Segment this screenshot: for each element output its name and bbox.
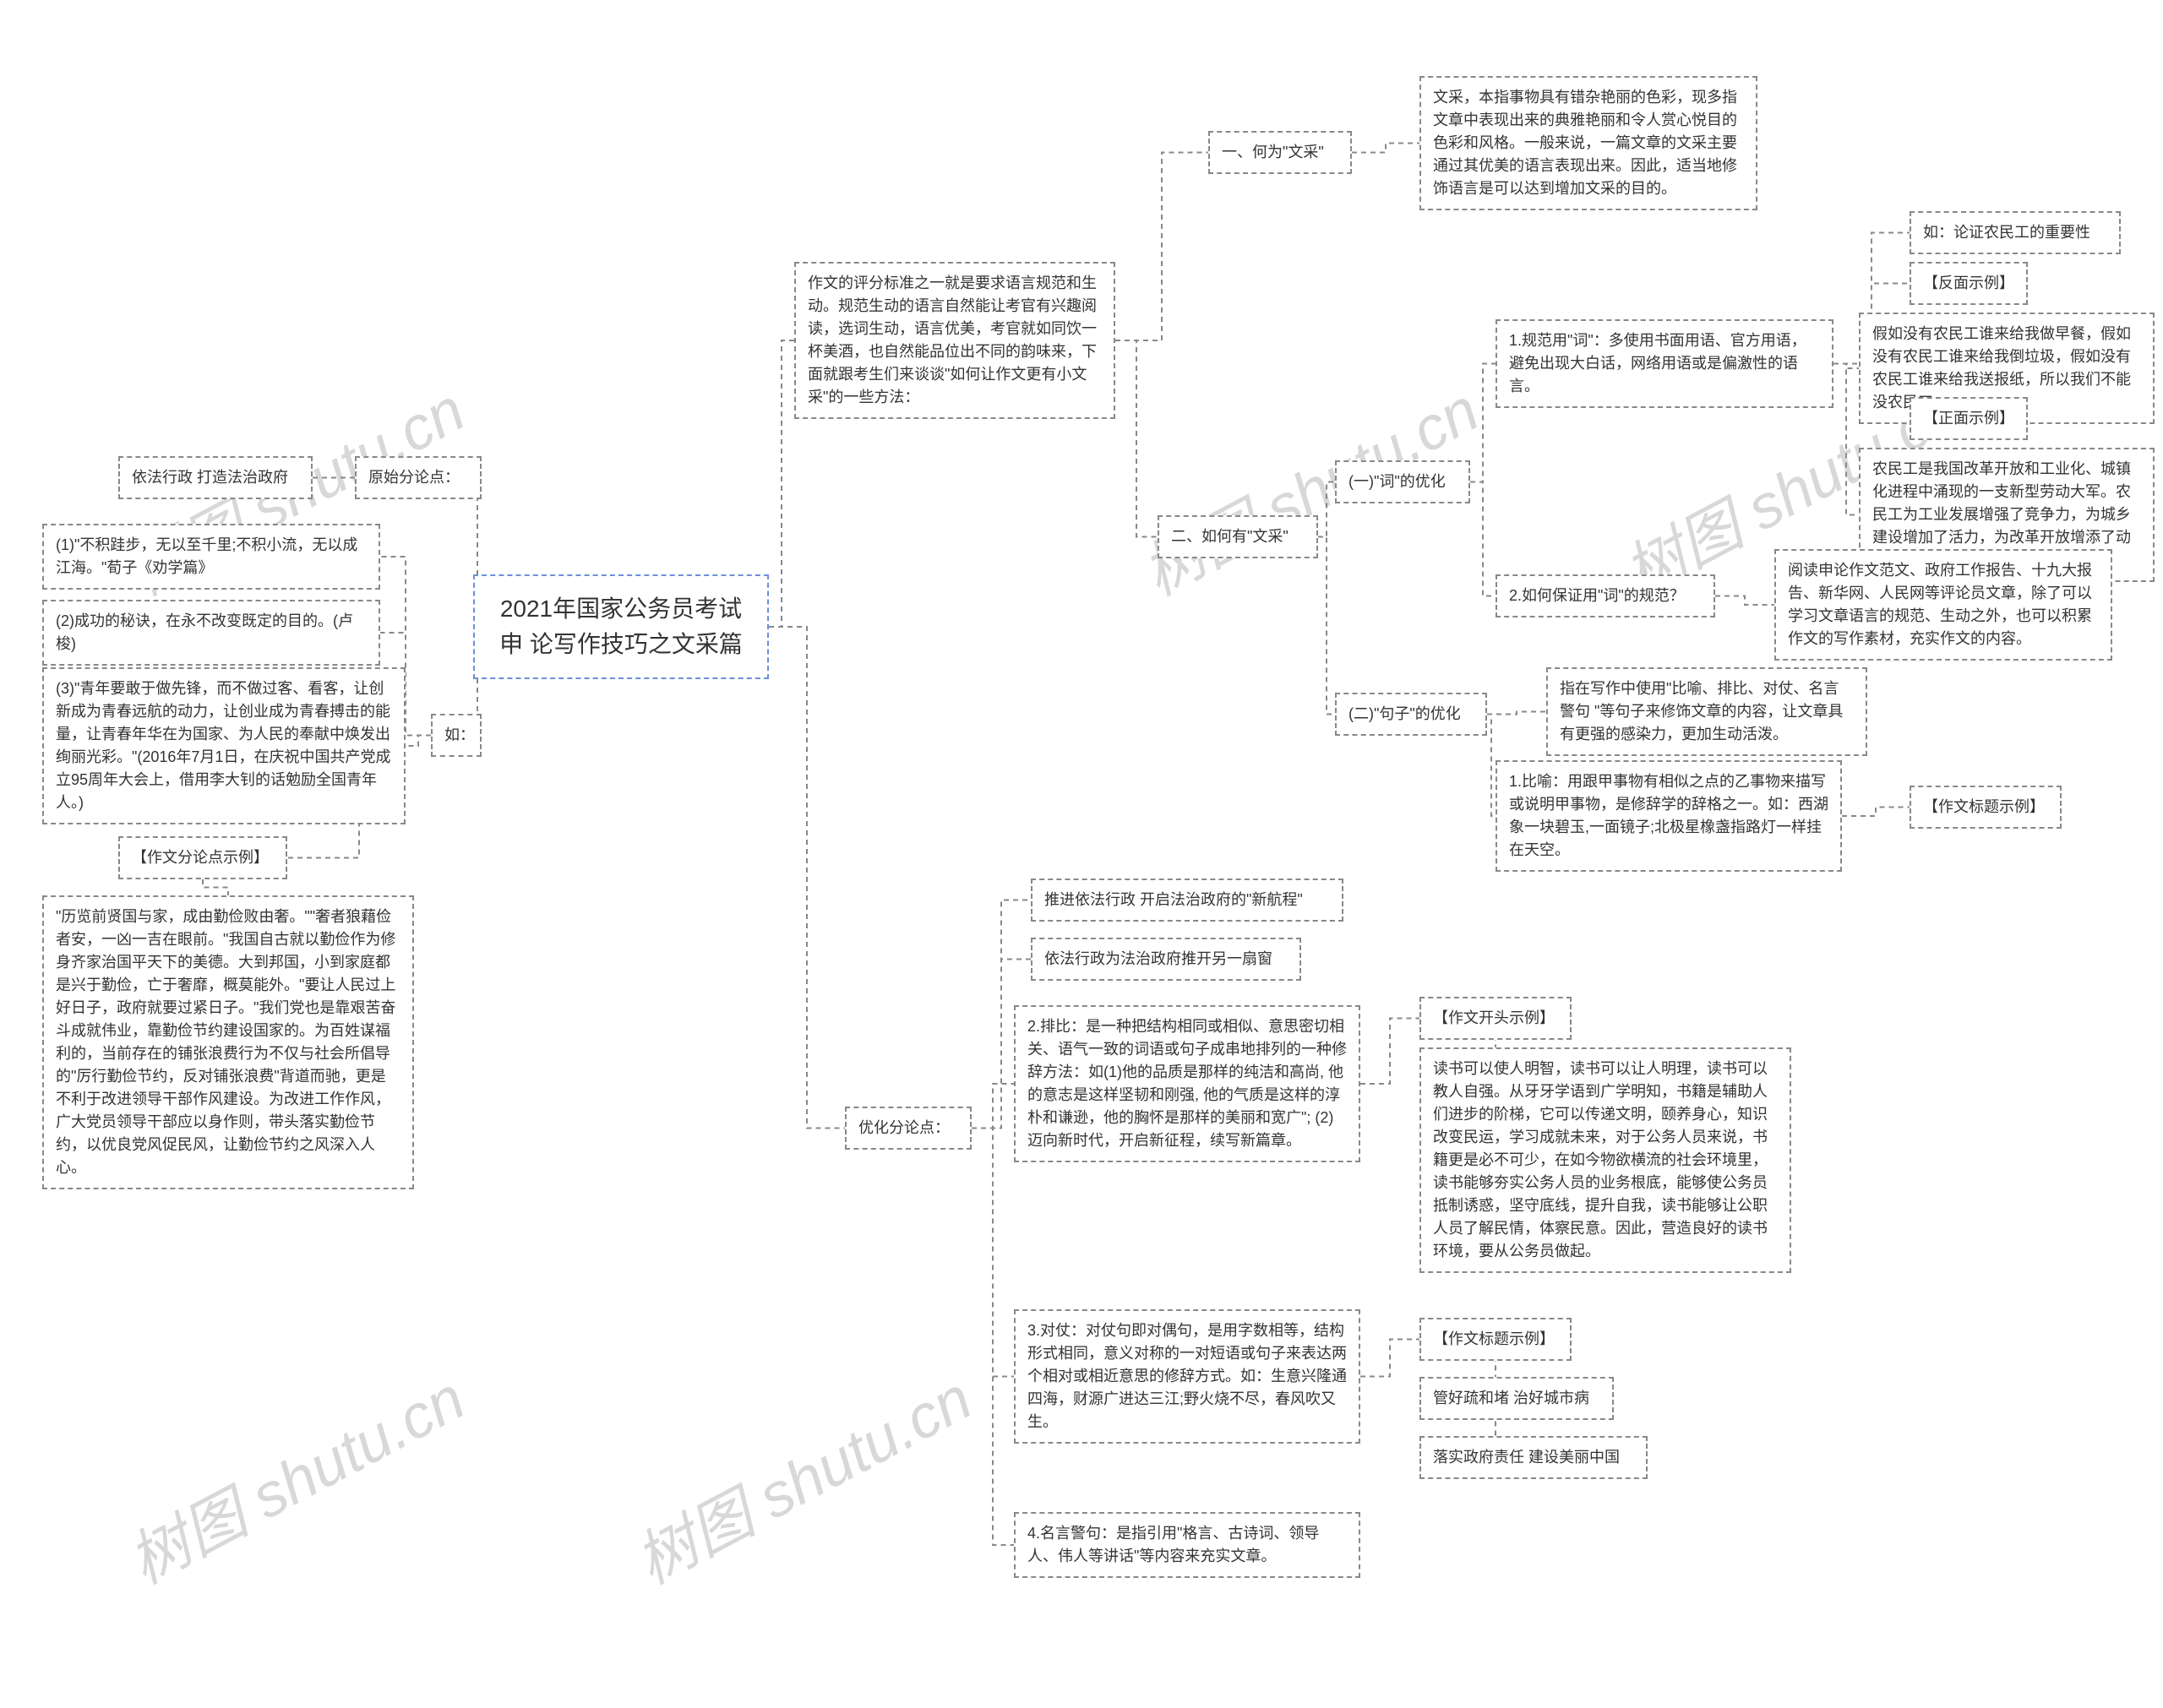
section2-sub1: (一)"词"的优化	[1335, 460, 1470, 503]
section1-title: 一、何为"文采"	[1208, 131, 1352, 174]
section2-title: 二、如何有"文采"	[1158, 515, 1318, 558]
original-points-label: 原始分论点：	[355, 456, 482, 499]
watermark: 树图 shutu.cn	[618, 1350, 984, 1601]
section2-sub2: (二)"句子"的优化	[1335, 693, 1487, 736]
optimize-item4: 3.对仗：对仗句即对偶句，是用字数相等，结构形式相同，意义对称的一对短语或句子来…	[1014, 1309, 1360, 1444]
section2-item2-body: 阅读申论作文范文、政府工作报告、十九大报告、新华网、人民网等评论员文章，除了可以…	[1774, 549, 2112, 661]
optimize-item2: 依法行政为法治政府推开另一扇窗	[1031, 938, 1301, 981]
essay-open-body: 读书可以使人明智，读书可以让人明理，读书可以教人自强。从牙牙学语到广学明知，书籍…	[1419, 1047, 1791, 1273]
section2-item1: 1.规范用"词"：多使用书面用语、官方用语，避免出现大白话，网络用语或是偏激性的…	[1496, 319, 1833, 408]
left-ru: 如：	[431, 714, 482, 757]
section1-body: 文采，本指事物具有错杂艳丽的色彩，现多指文章中表现出来的典雅艳丽和令人赏心悦目的…	[1419, 76, 1757, 210]
pos-example-label: 【正面示例】	[1910, 397, 2028, 440]
watermark: 树图 shutu.cn	[111, 1350, 477, 1601]
essay-title2-item2: 落实政府责任 建设美丽中国	[1419, 1436, 1648, 1479]
section2-sub2-body: 指在写作中使用"比喻、排比、对仗、名言警句 "等句子来修饰文章的内容，让文章具有…	[1546, 667, 1867, 756]
optimize-item5: 4.名言警句：是指引用"格言、古诗词、领导人、伟人等讲话"等内容来充实文章。	[1014, 1512, 1360, 1578]
optimize-item3: 2.排比：是一种把结构相同或相似、意思密切相关、语气一致的词语或句子成串地排列的…	[1014, 1005, 1360, 1162]
center-node: 2021年国家公务员考试申 论写作技巧之文采篇	[473, 574, 769, 679]
left-quote1: (1)"不积跬步，无以至千里;不积小流，无以成江海。"荀子《劝学篇》	[42, 524, 380, 590]
original-points-body: 依法行政 打造法治政府	[118, 456, 313, 499]
left-quote3: (3)"青年要敢于做先锋，而不做过客、看客，让创新成为青春远航的动力，让创业成为…	[42, 667, 406, 824]
neg-example-label: 【反面示例】	[1910, 262, 2028, 305]
optimize-item1: 推进依法行政 开启法治政府的"新航程"	[1031, 878, 1343, 922]
neg-example-title: 如：论证农民工的重要性	[1910, 211, 2121, 254]
essay-title2-label: 【作文标题示例】	[1419, 1318, 1572, 1361]
section2-item2: 2.如何保证用"词"的规范？	[1496, 574, 1715, 617]
essay-point-label: 【作文分论点示例】	[118, 836, 287, 879]
essay-title-label: 【作文标题示例】	[1910, 786, 2062, 829]
essay-open-label: 【作文开头示例】	[1419, 997, 1572, 1040]
intro-node: 作文的评分标准之一就是要求语言规范和生动。规范生动的语言自然能让考官有兴趣阅读，…	[794, 262, 1115, 419]
section2-sub2-item1: 1.比喻：用跟甲事物有相似之点的乙事物来描写或说明甲事物，是修辞学的辞格之一。如…	[1496, 760, 1842, 872]
essay-point-body: "历览前贤国与家，成由勤俭败由奢。""奢者狼藉俭者安，一凶一吉在眼前。"我国自古…	[42, 895, 414, 1189]
left-quote2: (2)成功的秘诀，在永不改变既定的目的。(卢梭)	[42, 600, 380, 666]
essay-title2-item1: 管好疏和堵 治好城市病	[1419, 1377, 1614, 1420]
optimize-points-label: 优化分论点：	[845, 1107, 972, 1150]
